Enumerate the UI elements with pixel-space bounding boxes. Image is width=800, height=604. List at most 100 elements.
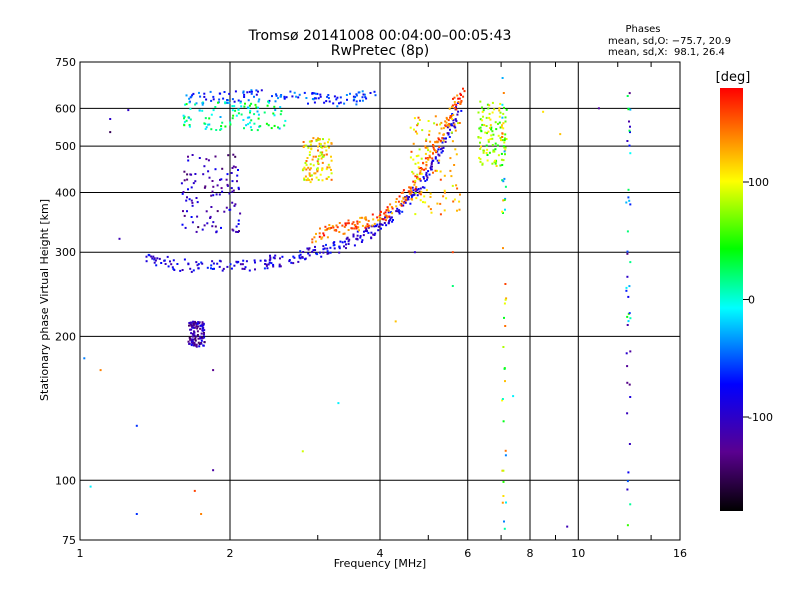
echo-point — [203, 186, 206, 189]
echo-point — [420, 190, 423, 193]
echo-point — [356, 234, 359, 237]
echo-point — [410, 191, 413, 194]
echo-point — [400, 204, 403, 207]
echo-point — [205, 158, 208, 161]
echo-point — [160, 262, 163, 264]
echo-point — [425, 164, 428, 167]
echo-point — [220, 127, 223, 130]
echo-point — [371, 213, 374, 216]
echo-point — [481, 162, 484, 165]
echo-point — [279, 265, 282, 268]
echo-point — [188, 324, 190, 327]
echo-point — [209, 215, 212, 218]
echo-point — [192, 182, 195, 185]
echo-point — [626, 381, 629, 384]
echo-point — [456, 209, 458, 212]
echo-point — [250, 102, 253, 105]
echo-point — [395, 210, 398, 213]
echo-point — [410, 195, 413, 198]
echo-point — [462, 87, 464, 90]
echo-point — [217, 101, 219, 104]
echo-point — [505, 108, 508, 111]
echo-point — [226, 101, 229, 104]
echo-point — [292, 255, 295, 258]
plot-frame — [79, 61, 681, 541]
echo-point — [395, 198, 398, 200]
echo-point — [400, 200, 403, 203]
echo-point — [408, 196, 410, 198]
echo-point — [344, 222, 347, 225]
echo-point — [415, 155, 418, 158]
echo-point — [232, 189, 235, 192]
echo-point — [207, 159, 210, 162]
echo-point — [299, 250, 302, 253]
echo-point — [305, 168, 308, 171]
echo-point — [305, 163, 308, 166]
echo-point — [504, 153, 506, 156]
echo-point — [313, 97, 316, 100]
echo-point — [408, 190, 411, 193]
echo-point — [364, 96, 367, 99]
echo-point — [627, 471, 630, 474]
echo-point — [183, 115, 186, 118]
y-tick-label: 300 — [55, 246, 76, 259]
echo-point — [241, 263, 244, 266]
echo-point — [485, 152, 488, 154]
echo-point — [359, 235, 362, 237]
echo-point — [394, 320, 397, 323]
echo-point — [435, 123, 438, 126]
echo-point — [201, 337, 204, 339]
echo-point — [488, 104, 491, 107]
echo-point — [183, 214, 186, 217]
echo-point — [420, 172, 423, 175]
echo-point — [369, 92, 372, 94]
echo-point — [374, 94, 377, 97]
echo-point — [188, 322, 191, 324]
echo-point — [493, 159, 496, 162]
echo-point — [242, 91, 245, 94]
echo-point — [425, 161, 428, 164]
echo-point — [352, 235, 355, 238]
echo-point — [235, 230, 238, 233]
echo-point — [325, 145, 328, 148]
echo-point — [323, 154, 326, 157]
echo-point — [412, 142, 415, 145]
echo-point — [494, 162, 497, 165]
echo-point — [305, 179, 308, 182]
echo-point — [626, 480, 629, 483]
echo-point — [279, 257, 281, 260]
echo-point — [237, 169, 239, 171]
echo-point — [203, 329, 206, 332]
echo-point — [311, 92, 314, 95]
echo-point — [204, 117, 207, 120]
echo-point — [211, 190, 214, 193]
echo-point — [285, 96, 288, 99]
echo-point — [239, 263, 242, 266]
echo-point — [354, 96, 357, 98]
echo-point — [313, 172, 316, 175]
echo-point — [172, 259, 175, 262]
echo-point — [504, 120, 507, 123]
echo-point — [342, 232, 345, 235]
echo-point — [190, 95, 193, 98]
echo-point — [278, 127, 281, 130]
echo-point — [497, 122, 499, 125]
echo-point — [500, 139, 502, 142]
echo-point — [445, 116, 448, 119]
echo-point — [196, 201, 199, 204]
echo-point — [398, 212, 401, 215]
echo-point — [479, 158, 482, 161]
echo-point — [253, 113, 256, 116]
echo-point — [409, 189, 412, 192]
echo-point — [198, 343, 201, 346]
echo-point — [343, 102, 346, 105]
echo-point — [196, 215, 199, 218]
echo-point — [486, 148, 489, 151]
echo-point — [501, 398, 504, 400]
echo-point — [628, 312, 631, 315]
echo-point — [228, 192, 231, 195]
echo-point — [216, 262, 219, 265]
echo-point — [455, 153, 458, 156]
echo-point — [196, 334, 199, 336]
